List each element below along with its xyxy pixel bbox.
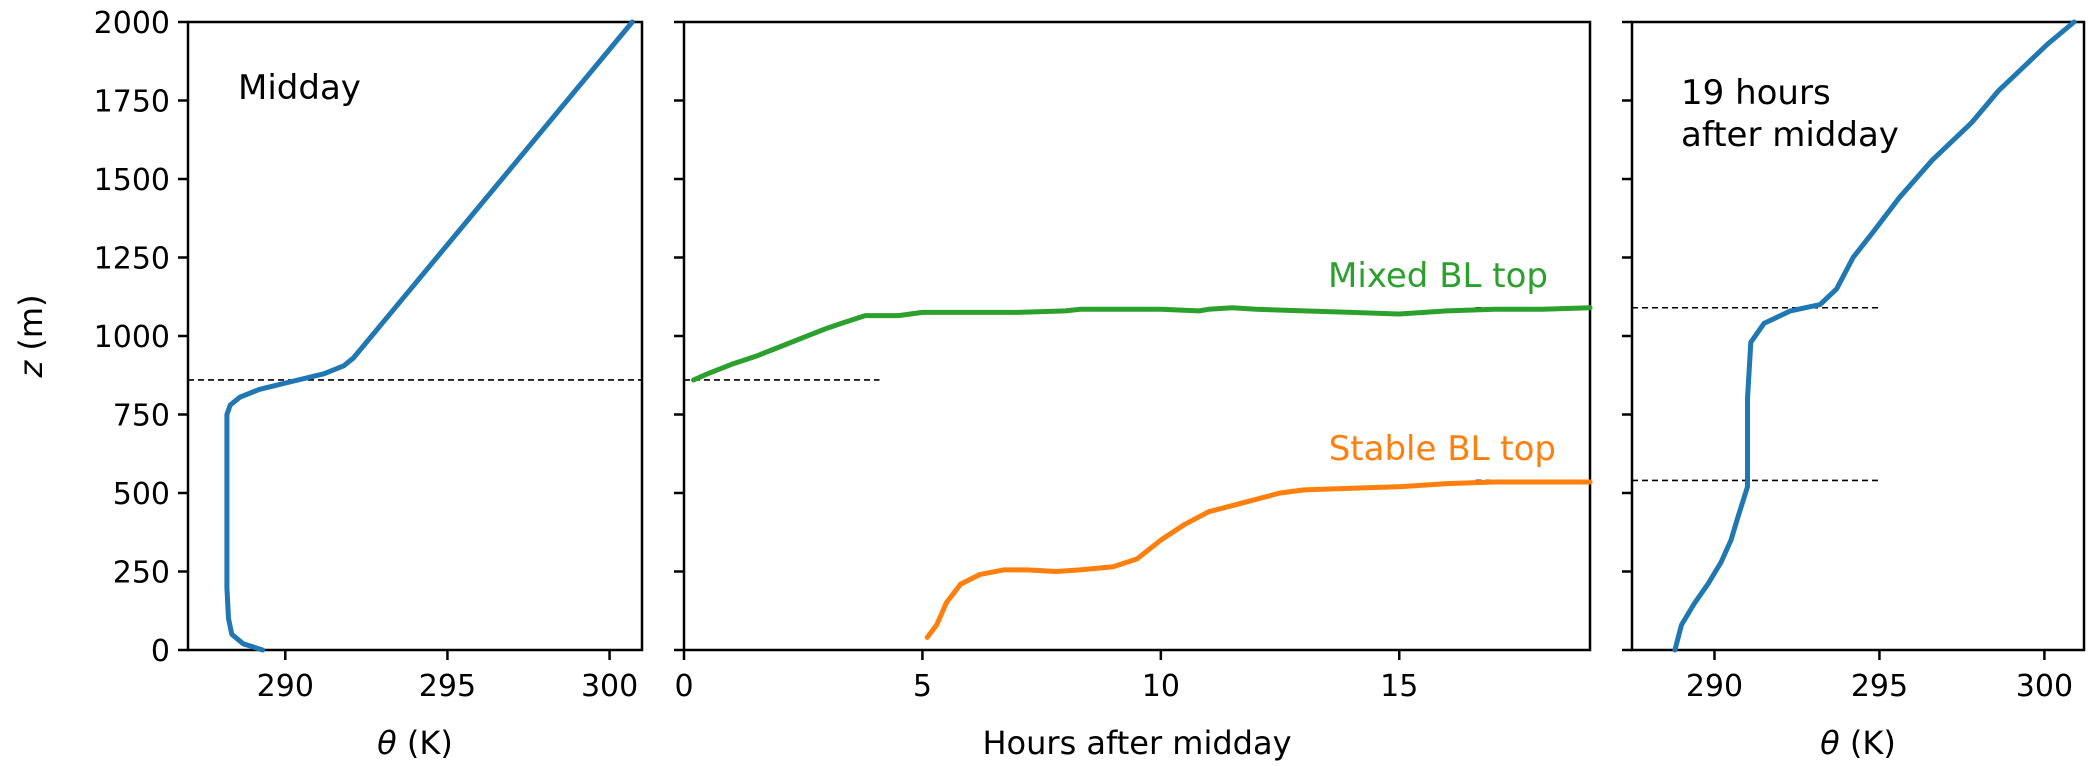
panel-time-yticks <box>674 20 684 652</box>
ylabel-z-symbol: z <box>12 360 50 379</box>
ytick-label: 2000 <box>94 6 170 41</box>
xtick-label: 290 <box>1686 669 1743 704</box>
xlabel-theta-right-symbol: θ <box>1820 724 1840 762</box>
label-mixed-bl-top: Mixed BL top <box>1328 256 1548 296</box>
ytick-label: 500 <box>113 477 170 512</box>
series-line-midday-0 <box>224 19 635 653</box>
panel-time-xticks: 0 5 10 15 <box>674 650 1418 704</box>
series-line-19h-0 <box>1672 19 2077 653</box>
ytick-label: 0 <box>151 634 170 669</box>
series-line-time-0 <box>691 305 1593 383</box>
panel-midday-series <box>224 19 635 653</box>
ytick-label: 1750 <box>94 85 170 120</box>
xlabel-theta-left: θ (K) <box>377 724 453 762</box>
xtick-label: 5 <box>913 669 932 704</box>
annotation-19-hours-line1: 19 hours <box>1681 73 1831 113</box>
xtick-label: 290 <box>257 669 314 704</box>
xlabel-hours: Hours after midday <box>982 724 1291 762</box>
xtick-label: 295 <box>1851 669 1908 704</box>
xtick-label: 295 <box>419 669 476 704</box>
panel-midday: 290 295 300 0 250 500 750 1000 1250 1500 1750 2000… <box>12 6 644 762</box>
panel-midday-yticks: 0 250 500 750 1000 1250 1500 1750 2000 <box>94 6 188 669</box>
panel-19h-hlines <box>1632 306 1880 482</box>
xtick-label: 15 <box>1380 669 1418 704</box>
panel-19h-yticks <box>1622 20 1632 652</box>
ytick-label: 1250 <box>94 242 170 277</box>
xlabel-theta-right: θ (K) <box>1820 724 1896 762</box>
ytick-label: 1000 <box>94 320 170 355</box>
panel-midday-frame <box>186 20 644 652</box>
panel-19h-xticks: 290 295 300 <box>1686 650 2073 704</box>
label-stable-bl-top: Stable BL top <box>1329 429 1556 469</box>
xtick-label: 300 <box>2016 669 2073 704</box>
xtick-label: 0 <box>674 669 693 704</box>
ytick-label: 750 <box>113 399 170 434</box>
xlabel-theta-symbol: θ <box>377 724 397 762</box>
ytick-label: 250 <box>113 556 170 591</box>
ylabel-z: z (m) <box>12 294 50 378</box>
ylabel-z-unit: (m) <box>12 294 50 360</box>
xlabel-theta-right-unit: (K) <box>1840 724 1896 762</box>
panel-midday-xticks: 290 295 300 <box>257 650 638 704</box>
panel-19-hours: 290 295 300 19 hours after midday θ (K) <box>1622 19 2086 762</box>
xtick-label: 10 <box>1142 669 1180 704</box>
panel-time-series-lines <box>691 305 1593 640</box>
series-line-time-1 <box>924 479 1593 640</box>
annotation-19-hours-line2: after midday <box>1681 115 1899 155</box>
panel-time-series: 0 5 10 15 Mixed BL top Stable BL top Hours … <box>674 20 1593 762</box>
ytick-label: 1500 <box>94 163 170 198</box>
annotation-midday: Midday <box>238 68 361 108</box>
panel-19h-series <box>1672 19 2077 653</box>
xlabel-theta-unit: (K) <box>397 724 453 762</box>
xtick-label: 300 <box>581 669 638 704</box>
